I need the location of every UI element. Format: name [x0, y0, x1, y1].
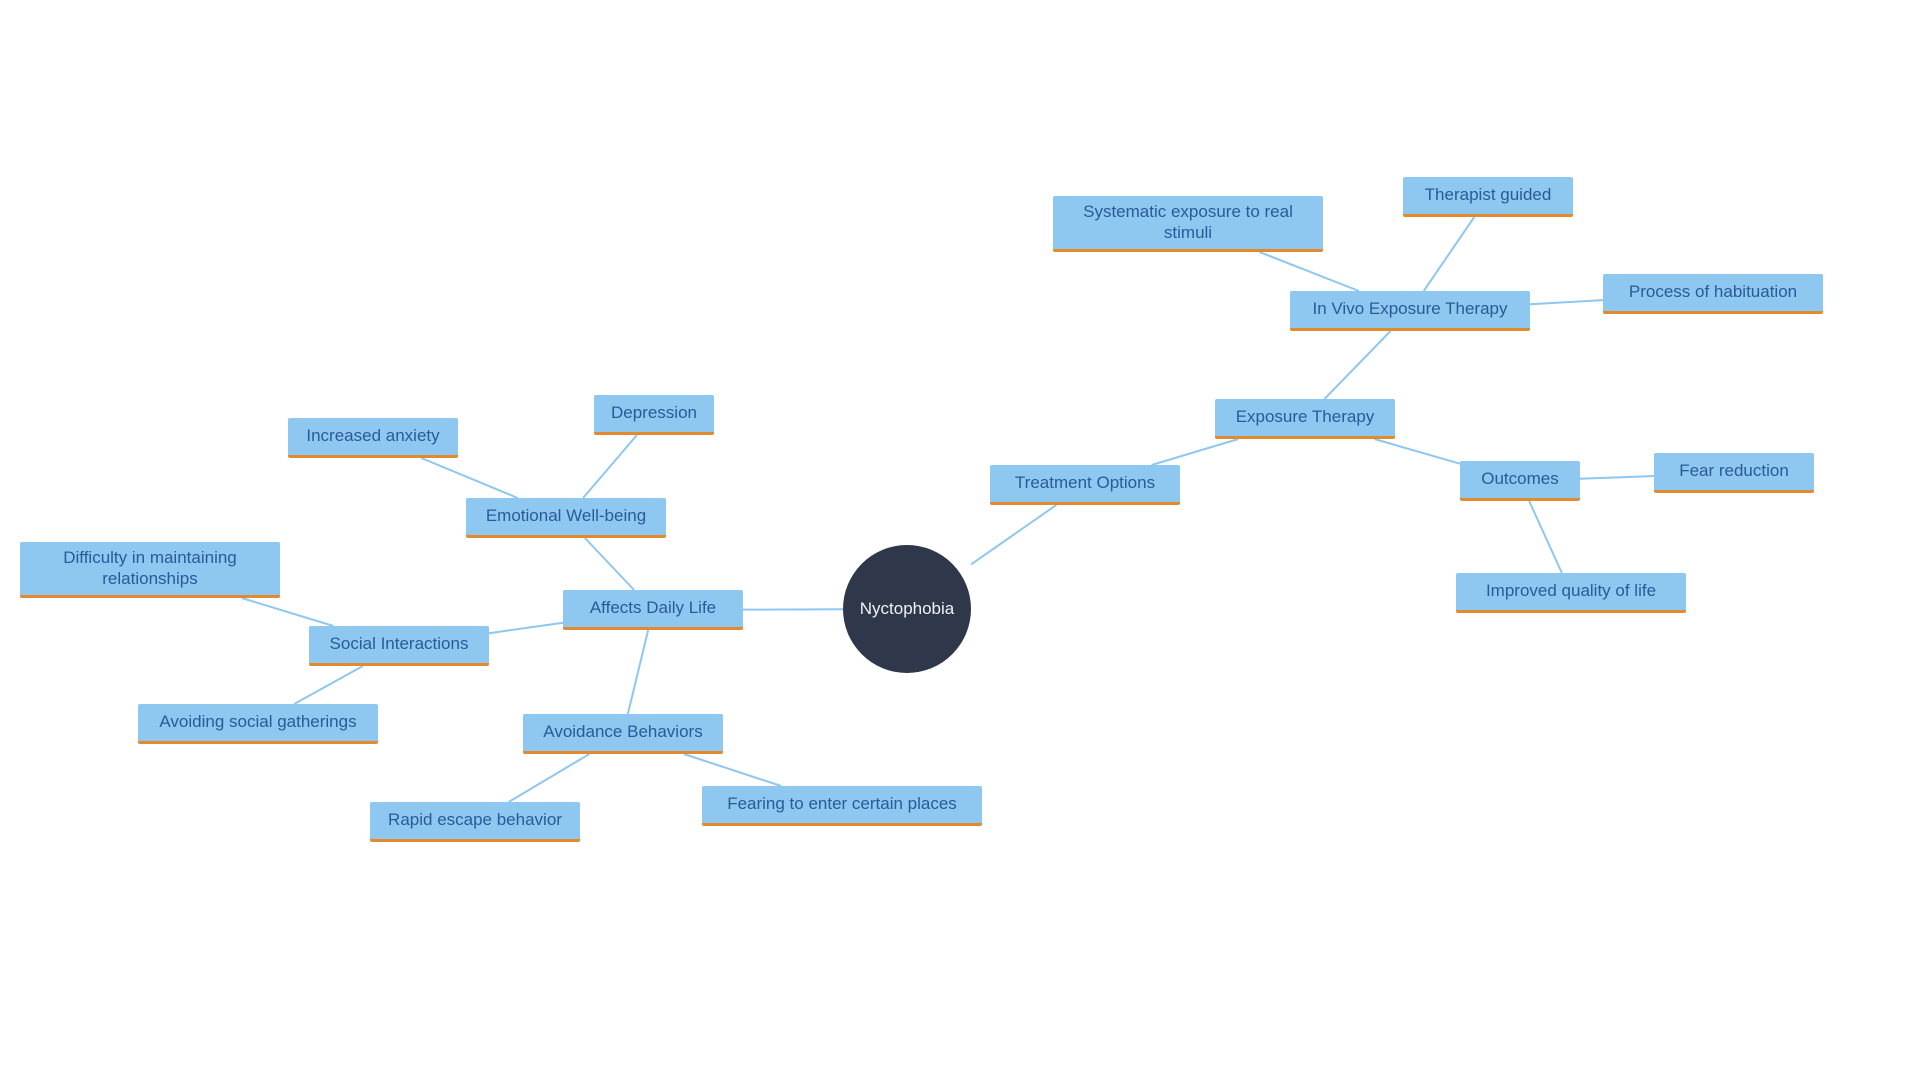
node-social[interactable]: Social Interactions	[309, 626, 489, 666]
edge	[294, 666, 363, 704]
node-process[interactable]: Process of habituation	[1603, 274, 1823, 314]
node-label: Improved quality of life	[1486, 581, 1656, 601]
edge	[489, 623, 563, 633]
node-difficulty[interactable]: Difficulty in maintaining relationships	[20, 542, 280, 598]
node-label: Difficulty in maintaining relationships	[34, 548, 266, 589]
node-label: Process of habituation	[1629, 282, 1797, 302]
edge	[1324, 331, 1390, 399]
edge	[971, 505, 1056, 564]
node-label: Exposure Therapy	[1236, 407, 1375, 427]
node-fearred[interactable]: Fear reduction	[1654, 453, 1814, 493]
edge	[1580, 476, 1654, 479]
root-node[interactable]: Nyctophobia	[843, 545, 971, 673]
node-label: Avoiding social gatherings	[159, 712, 356, 732]
node-depression[interactable]: Depression	[594, 395, 714, 435]
node-invivo[interactable]: In Vivo Exposure Therapy	[1290, 291, 1530, 331]
edge	[509, 754, 590, 802]
edge	[585, 538, 634, 590]
node-avoidance[interactable]: Avoidance Behaviors	[523, 714, 723, 754]
node-label: Depression	[611, 403, 697, 423]
edge-layer	[0, 0, 1920, 1080]
node-therapist[interactable]: Therapist guided	[1403, 177, 1573, 217]
edge	[1529, 501, 1562, 573]
edge	[1152, 439, 1239, 465]
node-label: Rapid escape behavior	[388, 810, 562, 830]
node-label: Social Interactions	[330, 634, 469, 654]
node-treatment[interactable]: Treatment Options	[990, 465, 1180, 505]
edge	[242, 598, 334, 626]
node-rapid[interactable]: Rapid escape behavior	[370, 802, 580, 842]
edge	[1259, 252, 1359, 291]
edge	[684, 754, 781, 786]
node-label: Fear reduction	[1679, 461, 1789, 481]
node-exposure[interactable]: Exposure Therapy	[1215, 399, 1395, 439]
node-affects[interactable]: Affects Daily Life	[563, 590, 743, 630]
node-label: Emotional Well-being	[486, 506, 646, 526]
node-avoiding[interactable]: Avoiding social gatherings	[138, 704, 378, 744]
edge	[1374, 439, 1460, 464]
node-label: Avoidance Behaviors	[543, 722, 702, 742]
node-fearing[interactable]: Fearing to enter certain places	[702, 786, 982, 826]
node-label: Increased anxiety	[306, 426, 439, 446]
node-label: Treatment Options	[1015, 473, 1155, 493]
node-label: Outcomes	[1481, 469, 1558, 489]
node-improved[interactable]: Improved quality of life	[1456, 573, 1686, 613]
root-label: Nyctophobia	[860, 599, 955, 619]
node-label: Therapist guided	[1425, 185, 1552, 205]
node-label: Fearing to enter certain places	[727, 794, 957, 814]
node-emotional[interactable]: Emotional Well-being	[466, 498, 666, 538]
node-label: Systematic exposure to real stimuli	[1067, 202, 1309, 243]
node-label: In Vivo Exposure Therapy	[1313, 299, 1508, 319]
edge	[583, 435, 637, 498]
edge	[628, 630, 648, 714]
node-label: Affects Daily Life	[590, 598, 716, 618]
node-anxiety[interactable]: Increased anxiety	[288, 418, 458, 458]
edge	[421, 458, 518, 498]
node-systematic[interactable]: Systematic exposure to real stimuli	[1053, 196, 1323, 252]
node-outcomes[interactable]: Outcomes	[1460, 461, 1580, 501]
edge	[1424, 217, 1475, 291]
edge	[1530, 300, 1603, 304]
